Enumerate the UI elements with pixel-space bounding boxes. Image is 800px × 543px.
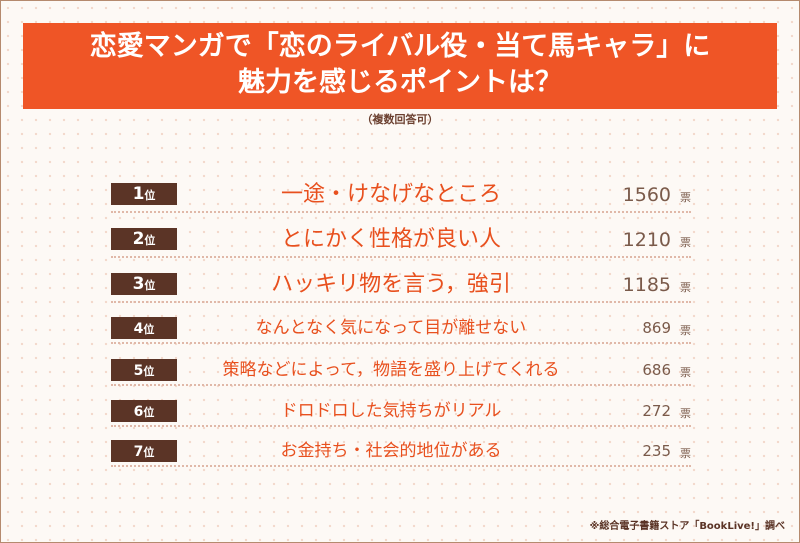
- ranking-row: 1位 一途・けなげなところ 1560 票: [111, 179, 691, 213]
- rank-badge: 6位: [111, 400, 177, 422]
- vote-count: 235: [642, 442, 671, 460]
- vote-count: 1560: [622, 184, 671, 206]
- rank-number: 6: [133, 404, 144, 420]
- rank-number: 7: [133, 444, 144, 460]
- ranking-row: 7位 お金持ち・社会的地位がある 235 票: [111, 437, 691, 467]
- vote-count: 869: [642, 319, 671, 337]
- rank-badge: 1位: [111, 183, 177, 205]
- title-line: 魅力を感じるポイントは？: [238, 67, 562, 98]
- item-label: ドロドロした気持ちがリアル: [280, 401, 502, 421]
- rank-suffix: 位: [143, 323, 155, 336]
- item-label: なんとなく気になって目が離せない: [255, 318, 527, 338]
- ranking-row: 2位 とにかく性格が良い人 1210 票: [111, 224, 691, 258]
- vote-unit: 票: [680, 407, 691, 420]
- vote-count: 1185: [622, 274, 671, 296]
- vote-unit: 票: [680, 281, 691, 294]
- rank-number: 5: [133, 363, 144, 379]
- source: ※総合電子書籍ストア「BookLive!」調べ: [589, 521, 785, 532]
- note: （複数回答可）: [361, 113, 439, 126]
- rank-badge: 3位: [111, 273, 177, 295]
- item-label: 策略などによって，物語を盛り上げてくれる: [222, 360, 560, 380]
- rank-badge: 4位: [111, 317, 177, 339]
- ranking-row: 6位 ドロドロした気持ちがリアル 272 票: [111, 397, 691, 427]
- rank-suffix: 位: [143, 446, 155, 459]
- ranking-row: 4位 なんとなく気になって目が離せない 869 票: [111, 314, 691, 344]
- rank-number: 1: [132, 184, 145, 204]
- rank-badge: 2位: [111, 228, 177, 250]
- vote-unit: 票: [680, 324, 691, 337]
- rank-suffix: 位: [144, 189, 156, 202]
- title-line: 恋愛マンガで「恋のライバル役・当て馬キャラ」に: [89, 31, 711, 62]
- item-label: とにかく性格が良い人: [280, 227, 501, 252]
- rank-number: 3: [132, 274, 145, 294]
- ranking-row: 3位 ハッキリ物を言う，強引 1185 票: [111, 269, 691, 303]
- vote-unit: 票: [680, 447, 691, 460]
- item-label: お金持ち・社会的地位がある: [280, 441, 502, 461]
- vote-unit: 票: [680, 366, 691, 379]
- rank-number: 4: [133, 321, 144, 337]
- vote-unit: 票: [680, 236, 691, 249]
- rank-suffix: 位: [143, 365, 155, 378]
- vote-unit: 票: [680, 191, 691, 204]
- vote-count: 272: [642, 402, 671, 420]
- ranking-row: 5位 策略などによって，物語を盛り上げてくれる 686 票: [111, 356, 691, 386]
- rank-suffix: 位: [144, 234, 156, 247]
- rank-badge: 5位: [111, 359, 177, 381]
- vote-count: 686: [642, 361, 671, 379]
- rank-number: 2: [132, 229, 145, 249]
- rank-badge: 7位: [111, 440, 177, 462]
- item-label: 一途・けなげなところ: [280, 182, 501, 207]
- rank-suffix: 位: [143, 406, 155, 419]
- header: 恋愛マンガで「恋のライバル役・当て馬キャラ」に 魅力を感じるポイントは？: [23, 23, 777, 109]
- item-label: ハッキリ物を言う，強引: [271, 272, 511, 297]
- vote-count: 1210: [622, 229, 671, 251]
- rank-suffix: 位: [144, 279, 156, 292]
